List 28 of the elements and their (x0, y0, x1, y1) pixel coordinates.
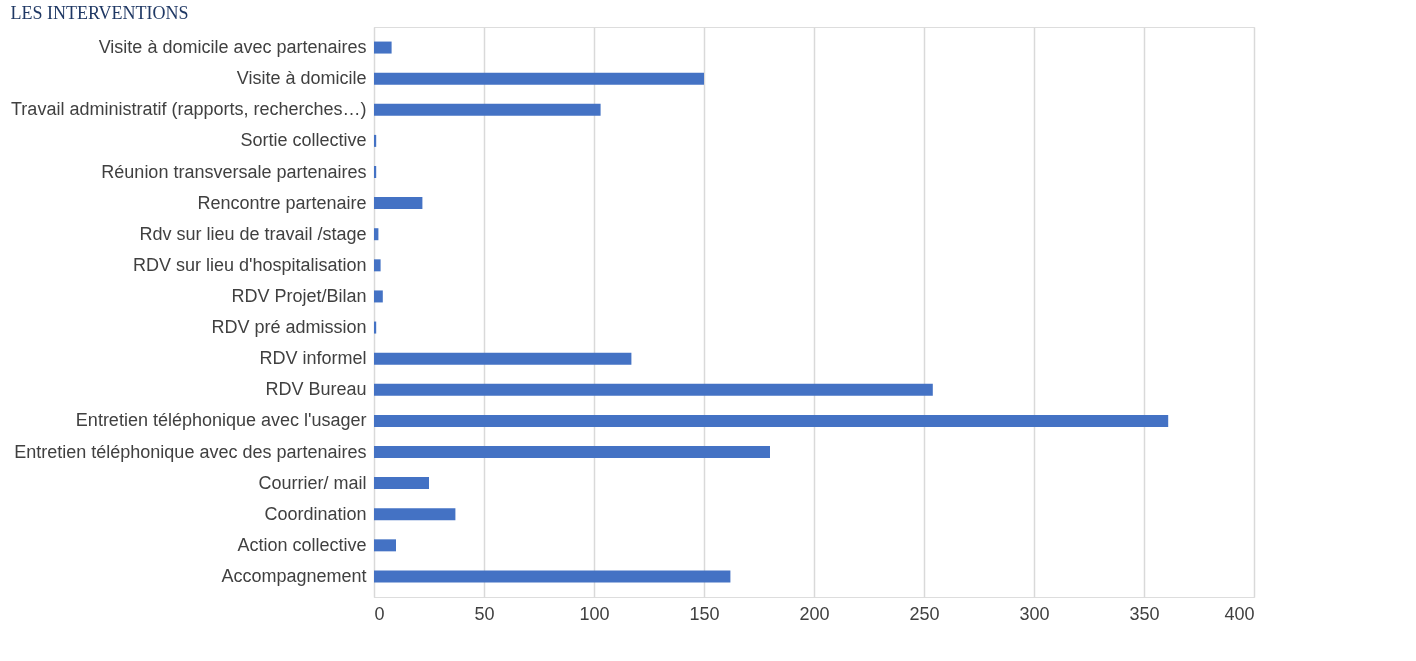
x-tick-label: 250 (909, 603, 940, 624)
x-tick-label: 50 (474, 603, 495, 624)
y-tick-label: RDV Projet/Bilan (231, 285, 367, 306)
y-tick-label: Travail administratif (rapports, recherches…) (11, 99, 367, 120)
x-tick-label: 400 (1224, 603, 1255, 624)
x-tick-label: 150 (689, 603, 720, 624)
x-tick-label: 100 (579, 603, 610, 624)
y-tick-label: Courrier/ mail (258, 472, 367, 493)
x-tick-label: 0 (374, 603, 385, 624)
y-tick-label: Accompagnement (221, 565, 367, 586)
y-tick-label: RDV informel (259, 348, 367, 369)
text: LES INTERVENTIONS (10, 3, 189, 23)
y-tick-label: Entretien téléphonique avec l'usager (75, 410, 367, 431)
y-tick-label: RDV pré admission (211, 317, 367, 338)
y-tick-label: Action collective (237, 534, 367, 555)
x-tick-label: 300 (1019, 603, 1050, 624)
y-tick-label: Réunion transversale partenaires (101, 161, 367, 182)
y-tick-label: RDV Bureau (265, 379, 367, 400)
y-tick-label: Visite à domicile avec partenaires (98, 37, 367, 58)
y-tick-label: Entretien téléphonique avec des partenaires (14, 441, 367, 462)
y-tick-label: RDV sur lieu d'hospitalisation (132, 254, 367, 275)
y-tick-label: Rencontre partenaire (197, 192, 367, 213)
y-tick-label: Coordination (264, 503, 367, 524)
y-tick-label: Rdv sur lieu de travail /stage (139, 223, 367, 244)
x-tick-label: 200 (799, 603, 830, 624)
y-tick-label: Visite à domicile (236, 68, 367, 89)
y-tick-label: Sortie collective (240, 130, 367, 151)
x-tick-label: 350 (1129, 603, 1160, 624)
